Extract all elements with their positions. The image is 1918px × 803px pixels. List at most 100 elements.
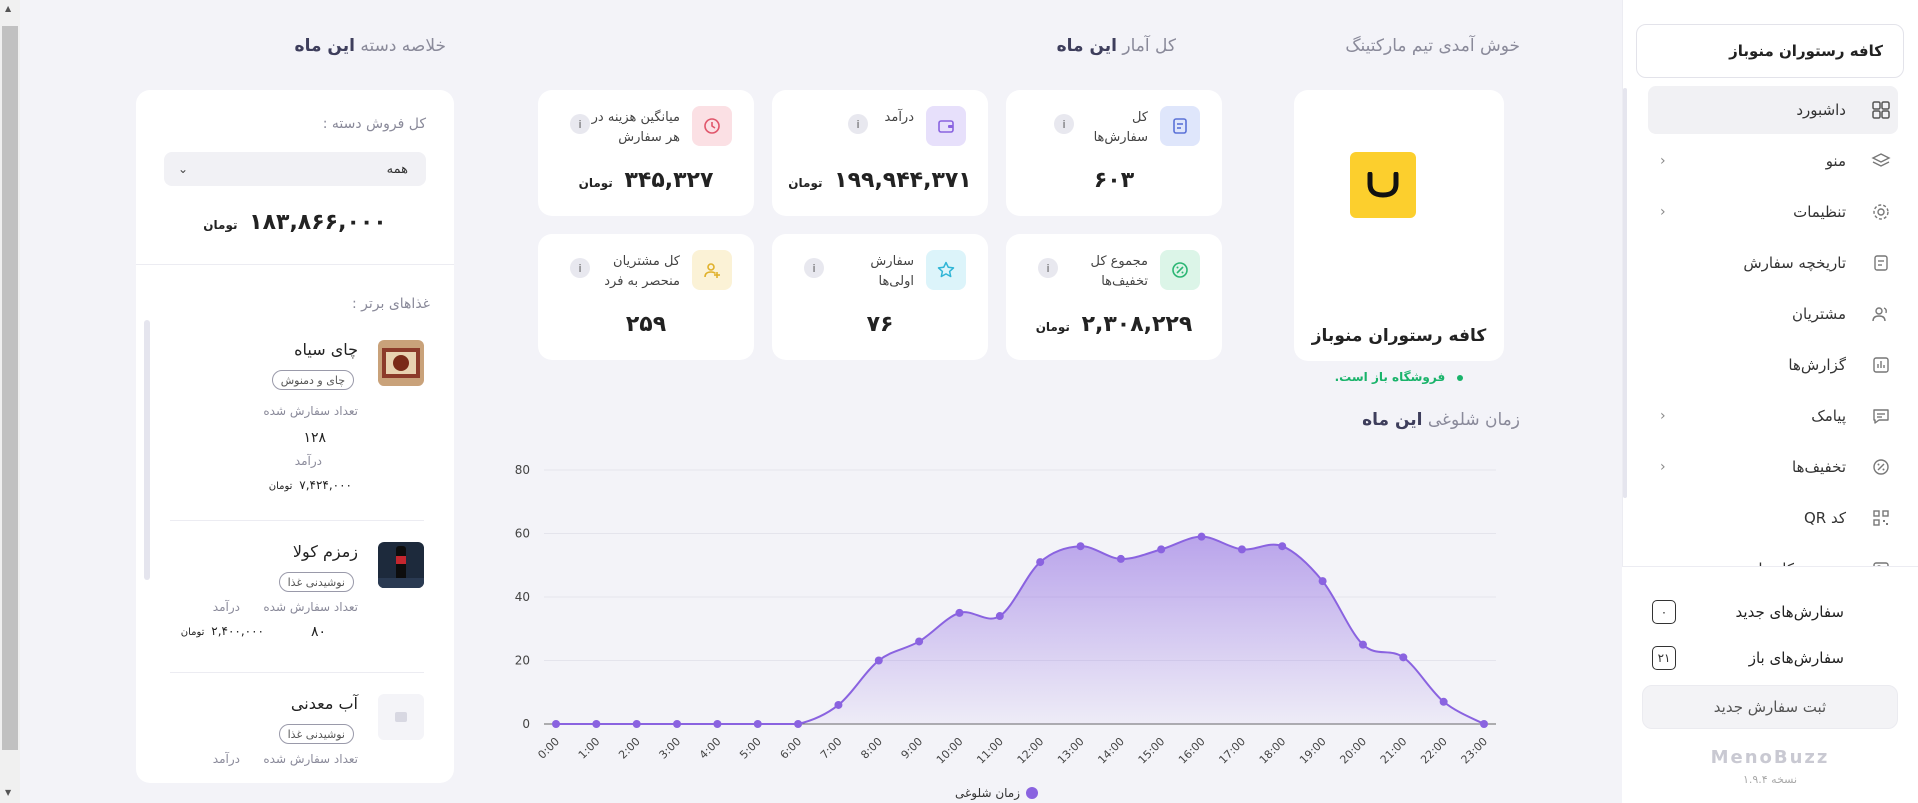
chevron-down-icon: ⌄ — [178, 162, 189, 176]
data-point[interactable] — [1076, 542, 1085, 551]
info-icon[interactable]: i — [804, 258, 824, 278]
sidebar-item-2[interactable]: تنظیمات ‹ — [1648, 188, 1898, 236]
sidebar-item-label: تاریخچه سفارش — [1743, 254, 1846, 272]
data-point[interactable] — [794, 720, 803, 728]
data-point[interactable] — [1237, 545, 1246, 554]
data-point[interactable] — [713, 720, 722, 728]
open-orders-count: ۲۱ — [1652, 646, 1676, 670]
restaurant-selector[interactable]: کافه رستوران منوباز — [1636, 24, 1904, 78]
sidebar-item-0[interactable]: داشبورد — [1648, 86, 1898, 134]
data-point[interactable] — [753, 720, 762, 728]
revenue-label: درآمد — [294, 454, 322, 468]
status-dot-icon — [1457, 375, 1464, 381]
page-scrollbar[interactable]: ▲ ▼ — [0, 0, 20, 803]
data-point[interactable] — [834, 700, 843, 709]
sidebar-item-8[interactable]: کد QR — [1648, 494, 1898, 542]
stat-number: ۲,۳۰۸,۲۲۹ — [1081, 312, 1193, 337]
category-select[interactable]: همه ⌄ — [164, 152, 426, 186]
stat-value: ۷۶ — [866, 312, 894, 337]
data-point[interactable] — [1318, 577, 1327, 586]
category-scrollbar[interactable] — [144, 320, 150, 580]
open-orders-row[interactable]: سفارش‌های باز ۲۱ — [1644, 643, 1904, 673]
store-status: فروشگاه باز است. — [1294, 370, 1504, 384]
divider — [170, 672, 424, 673]
food-item[interactable]: زمزم کولا نوشیدنی غذا تعداد سفارش شده در… — [170, 542, 424, 652]
x-tick-label: 20:00 — [1337, 735, 1369, 767]
stat-number: ۳۴۵,۳۲۷ — [624, 168, 714, 193]
sidebar-item-label: تخفیف‌ها — [1792, 458, 1846, 476]
data-point[interactable] — [995, 612, 1004, 621]
x-tick-label: 10:00 — [934, 735, 966, 767]
stat-title: کل مشتریان منحصر به فرد — [604, 254, 680, 289]
sidebar-item-5[interactable]: گزارش‌ها — [1648, 341, 1898, 389]
category-sales-label: کل فروش دسته : — [322, 116, 426, 132]
data-point[interactable] — [1439, 697, 1448, 706]
food-category-tag: نوشیدنی غذا — [278, 572, 354, 592]
sidebar-item-3[interactable]: تاریخچه سفارش — [1648, 239, 1898, 287]
sidebar-item-4[interactable]: مشتریان — [1648, 290, 1898, 338]
data-point[interactable] — [1116, 554, 1125, 563]
orders-label: تعداد سفارش شده — [263, 752, 358, 766]
area-fill — [556, 536, 1484, 724]
new-orders-label: سفارش‌های جدید — [1735, 603, 1844, 621]
stat-first-orders: سفارش اولی‌ها i ۷۶ — [772, 234, 988, 360]
data-point[interactable] — [874, 656, 883, 665]
y-tick-label: 20 — [515, 654, 530, 668]
food-item[interactable]: آب معدنی نوشیدنی غذا تعداد سفارش شده درآ… — [170, 694, 424, 774]
scrollbar-thumb[interactable] — [2, 26, 18, 750]
chart-legend[interactable]: زمان شلوغی — [955, 786, 1039, 800]
stat-avg-cost: میانگین هزینه در هر سفارش i ۳۴۵,۳۲۷ توما… — [538, 90, 754, 216]
food-item[interactable]: چای سیاه چای و دمنوش تعداد سفارش شده ۱۲۸… — [170, 340, 424, 492]
stat-total-orders: کل سفارش‌ها i ۶۰۳ — [1006, 90, 1222, 216]
stats-heading: کل آمار این ماه — [1057, 36, 1176, 56]
store-status-text: فروشگاه باز است. — [1334, 370, 1446, 384]
data-point[interactable] — [1036, 558, 1045, 567]
scroll-up-arrow-icon[interactable]: ▲ — [5, 4, 12, 13]
food-name: زمزم کولا — [292, 542, 358, 561]
info-icon[interactable]: i — [848, 114, 868, 134]
data-point[interactable] — [955, 608, 964, 617]
data-point[interactable] — [552, 720, 560, 728]
category-select-value: همه — [386, 161, 408, 177]
data-point[interactable] — [1197, 532, 1206, 541]
category-total-unit: تومان — [203, 218, 238, 232]
info-icon[interactable]: i — [1038, 258, 1058, 278]
data-point[interactable] — [915, 637, 924, 646]
clock-icon — [692, 106, 732, 146]
data-point[interactable] — [632, 720, 641, 728]
x-tick-label: 9:00 — [899, 735, 926, 762]
data-point[interactable] — [1358, 640, 1367, 649]
data-point[interactable] — [1480, 720, 1488, 728]
y-tick-label: 0 — [522, 717, 530, 731]
category-heading: خلاصه دسته این ماه — [295, 36, 446, 56]
info-icon[interactable]: i — [570, 258, 590, 278]
data-point[interactable] — [1278, 542, 1287, 551]
x-tick-label: 22:00 — [1418, 735, 1450, 767]
sidebar-item-7[interactable]: تخفیف‌ها ‹ — [1648, 443, 1898, 491]
data-point[interactable] — [673, 720, 682, 728]
data-point[interactable] — [1399, 653, 1408, 662]
data-point[interactable] — [592, 720, 601, 728]
store-card: کافه رستوران منوباز فروشگاه باز است. — [1294, 90, 1504, 384]
sidebar-orders-panel: سفارش‌های جدید ۰ سفارش‌های باز ۲۱ ثبت سف… — [1622, 566, 1918, 803]
sidebar-item-9[interactable]: مدیریت کاربران — [1648, 545, 1898, 566]
orders-value: ۸۰ — [310, 624, 326, 640]
info-icon[interactable]: i — [1054, 114, 1074, 134]
new-orders-row[interactable]: سفارش‌های جدید ۰ — [1644, 597, 1904, 627]
stat-title: کل سفارش‌ها — [1093, 110, 1148, 145]
data-point[interactable] — [1157, 545, 1166, 554]
sidebar-item-1[interactable]: منو ‹ — [1648, 137, 1898, 185]
info-icon[interactable]: i — [570, 114, 590, 134]
busy-time-chart: 0 20 40 60 80 0:00 1:00 2:00 3:00 4:00 5:00 6:00 7:0… — [480, 450, 1510, 803]
store-logo — [1350, 152, 1416, 218]
grid-icon — [1870, 99, 1892, 121]
scroll-down-arrow-icon[interactable]: ▼ — [5, 788, 12, 797]
legend-swatch — [1026, 787, 1039, 799]
sidebar-nav: داشبورد منو ‹ تنظیمات ‹ تاریخچه سفارش مشتریان گ… — [1648, 86, 1898, 566]
sidebar-scrollbar[interactable] — [1623, 88, 1627, 498]
new-order-button[interactable]: ثبت سفارش جدید — [1642, 685, 1898, 729]
x-tick-label: 4:00 — [697, 735, 724, 762]
category-total: ۱۸۳,۸۶۶,۰۰۰ تومان — [136, 210, 454, 235]
chevron-left-icon: ‹ — [1660, 459, 1666, 475]
sidebar-item-6[interactable]: پیامک ‹ — [1648, 392, 1898, 440]
